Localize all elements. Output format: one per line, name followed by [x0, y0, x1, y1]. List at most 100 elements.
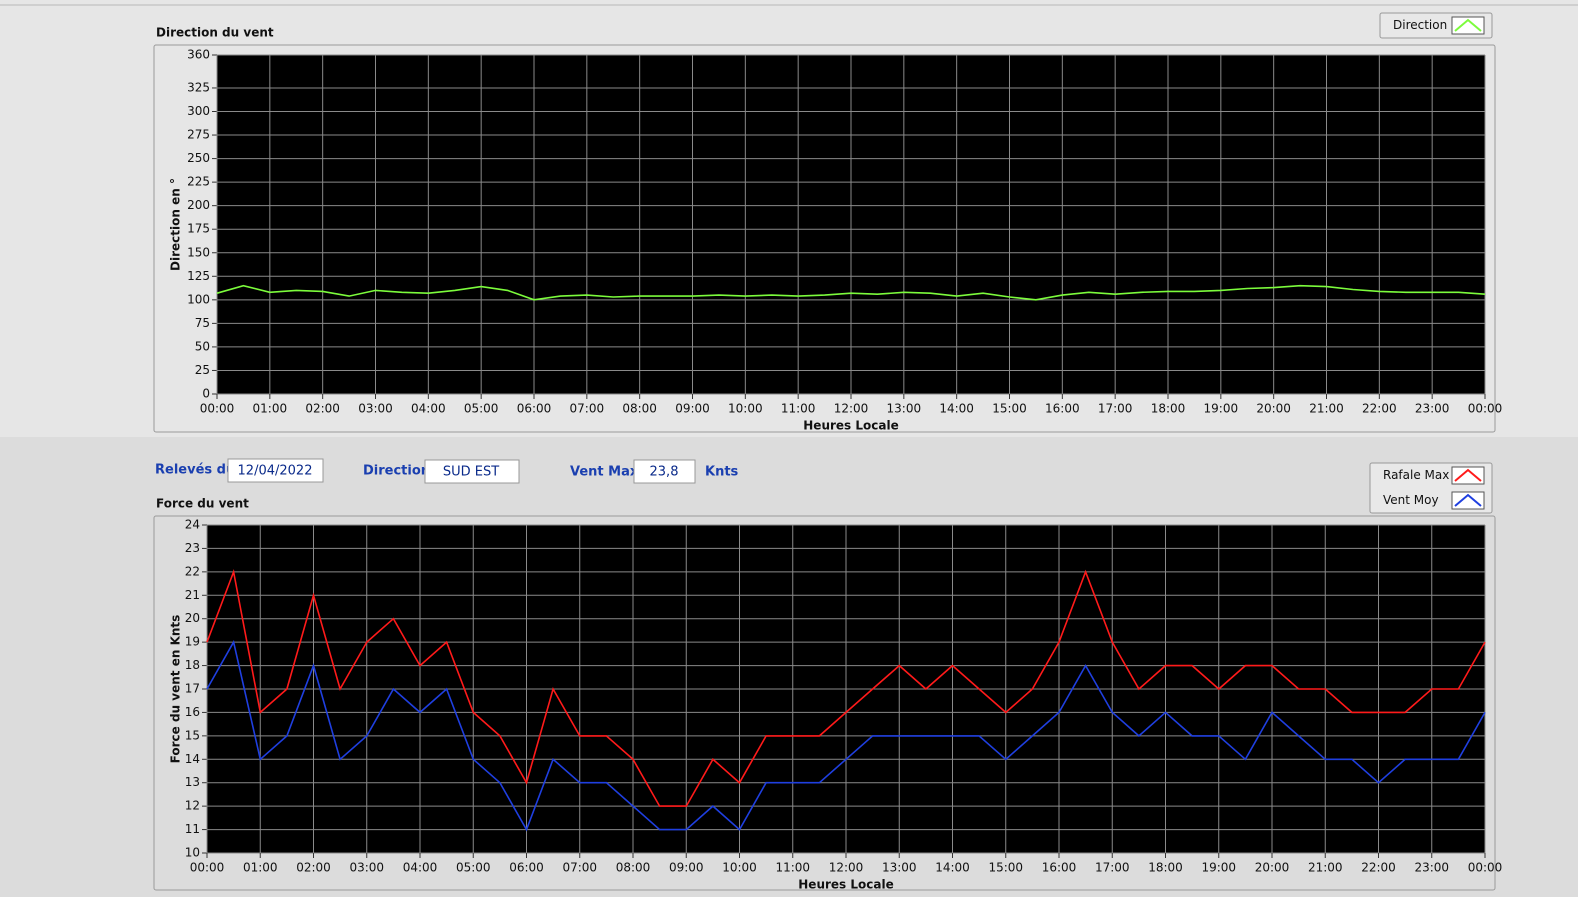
y-tick-label: 360 — [187, 48, 210, 62]
y-axis-label: Direction en ° — [169, 178, 183, 271]
y-tick-label: 100 — [187, 292, 210, 306]
y-tick-label: 275 — [187, 128, 210, 142]
x-tick-label: 10:00 — [728, 402, 763, 416]
x-tick-label: 18:00 — [1151, 402, 1186, 416]
x-tick-label: 23:00 — [1415, 402, 1450, 416]
x-tick-label: 03:00 — [349, 861, 384, 875]
y-tick-label: 17 — [185, 682, 200, 696]
legend-line — [1454, 468, 1482, 482]
y-tick-label: 75 — [195, 316, 210, 330]
x-tick-label: 20:00 — [1255, 861, 1290, 875]
y-tick-label: 10 — [185, 846, 200, 860]
date-value: 12/04/2022 — [238, 464, 313, 479]
series-line — [206, 639, 1486, 832]
date-field[interactable] — [227, 458, 324, 483]
x-axis-label: Heures Locale — [798, 878, 893, 892]
x-tick-label: 18:00 — [1148, 861, 1183, 875]
x-tick-label: 19:00 — [1201, 861, 1236, 875]
x-tick-label: 16:00 — [1042, 861, 1077, 875]
x-tick-label: 21:00 — [1308, 861, 1343, 875]
x-tick-label: 12:00 — [834, 402, 869, 416]
x-tick-label: 20:00 — [1256, 402, 1291, 416]
y-tick-label: 11 — [185, 822, 200, 836]
y-tick-label: 13 — [185, 775, 200, 789]
unit-label: Knts — [705, 465, 739, 480]
series-line — [206, 568, 1486, 807]
x-tick-label: 11:00 — [775, 861, 810, 875]
x-tick-label: 14:00 — [939, 402, 974, 416]
y-tick-label: 25 — [195, 363, 210, 377]
x-tick-label: 08:00 — [616, 861, 651, 875]
x-tick-label: 06:00 — [509, 861, 544, 875]
y-tick-label: 175 — [187, 222, 210, 236]
x-tick-label: 06:00 — [517, 402, 552, 416]
y-tick-label: 18 — [185, 658, 200, 672]
x-tick-label: 04:00 — [403, 861, 438, 875]
legend-swatch — [1451, 491, 1485, 510]
x-tick-label: 00:00 — [190, 861, 225, 875]
y-tick-label: 22 — [185, 564, 200, 578]
x-tick-label: 13:00 — [887, 402, 922, 416]
x-tick-label: 07:00 — [570, 402, 605, 416]
y-tick-label: 325 — [187, 80, 210, 94]
vent-max-field[interactable] — [633, 459, 696, 484]
y-tick-label: 16 — [185, 705, 200, 719]
y-axis-label: Force du vent en Knts — [169, 615, 183, 764]
x-tick-label: 02:00 — [305, 402, 340, 416]
x-tick-label: 00:00 — [200, 402, 235, 416]
x-tick-label: 05:00 — [464, 402, 499, 416]
y-tick-label: 15 — [185, 728, 200, 742]
x-tick-label: 01:00 — [253, 402, 288, 416]
x-axis-label: Heures Locale — [803, 419, 898, 433]
chart-title: Force du vent — [156, 497, 249, 511]
x-tick-label: 22:00 — [1361, 861, 1396, 875]
legend-label: Rafale Max — [1383, 468, 1449, 482]
x-tick-label: 15:00 — [992, 402, 1027, 416]
direction-value: SUD EST — [443, 465, 499, 480]
vent-max-value: 23,8 — [650, 465, 679, 480]
legend-swatch — [1451, 16, 1485, 35]
legend-line — [1454, 493, 1482, 507]
x-tick-label: 09:00 — [669, 861, 704, 875]
legend-line — [1454, 18, 1482, 32]
y-tick-label: 250 — [187, 151, 210, 165]
x-tick-label: 00:00 — [1468, 402, 1503, 416]
y-tick-label: 14 — [185, 752, 200, 766]
legend-label: Direction — [1393, 18, 1447, 32]
vent-max-label: Vent Max — [570, 465, 639, 480]
y-tick-label: 0 — [202, 387, 210, 401]
y-tick-label: 200 — [187, 198, 210, 212]
x-tick-label: 09:00 — [675, 402, 710, 416]
x-tick-label: 22:00 — [1362, 402, 1397, 416]
x-tick-label: 12:00 — [829, 861, 864, 875]
x-tick-label: 11:00 — [781, 402, 816, 416]
x-tick-label: 15:00 — [988, 861, 1023, 875]
chart-frame — [153, 44, 1496, 433]
x-tick-label: 19:00 — [1204, 402, 1239, 416]
x-tick-label: 00:00 — [1468, 861, 1503, 875]
x-tick-label: 16:00 — [1045, 402, 1080, 416]
x-tick-label: 01:00 — [243, 861, 278, 875]
y-tick-label: 300 — [187, 104, 210, 118]
direction-field[interactable] — [424, 459, 520, 484]
x-tick-label: 03:00 — [358, 402, 393, 416]
y-tick-label: 12 — [185, 799, 200, 813]
y-tick-label: 125 — [187, 269, 210, 283]
x-tick-label: 02:00 — [296, 861, 331, 875]
y-tick-label: 24 — [185, 518, 200, 532]
y-tick-label: 50 — [195, 339, 210, 353]
series-line — [216, 284, 1486, 301]
y-tick-label: 150 — [187, 245, 210, 259]
x-tick-label: 07:00 — [562, 861, 597, 875]
legend-label: Vent Moy — [1383, 493, 1439, 507]
x-tick-label: 14:00 — [935, 861, 970, 875]
x-tick-label: 21:00 — [1309, 402, 1344, 416]
x-tick-label: 17:00 — [1095, 861, 1130, 875]
chart-frame — [153, 515, 1496, 891]
legend-swatch — [1451, 466, 1485, 485]
y-tick-label: 23 — [185, 541, 200, 555]
x-tick-label: 05:00 — [456, 861, 491, 875]
direction-label: Direction — [363, 464, 430, 479]
